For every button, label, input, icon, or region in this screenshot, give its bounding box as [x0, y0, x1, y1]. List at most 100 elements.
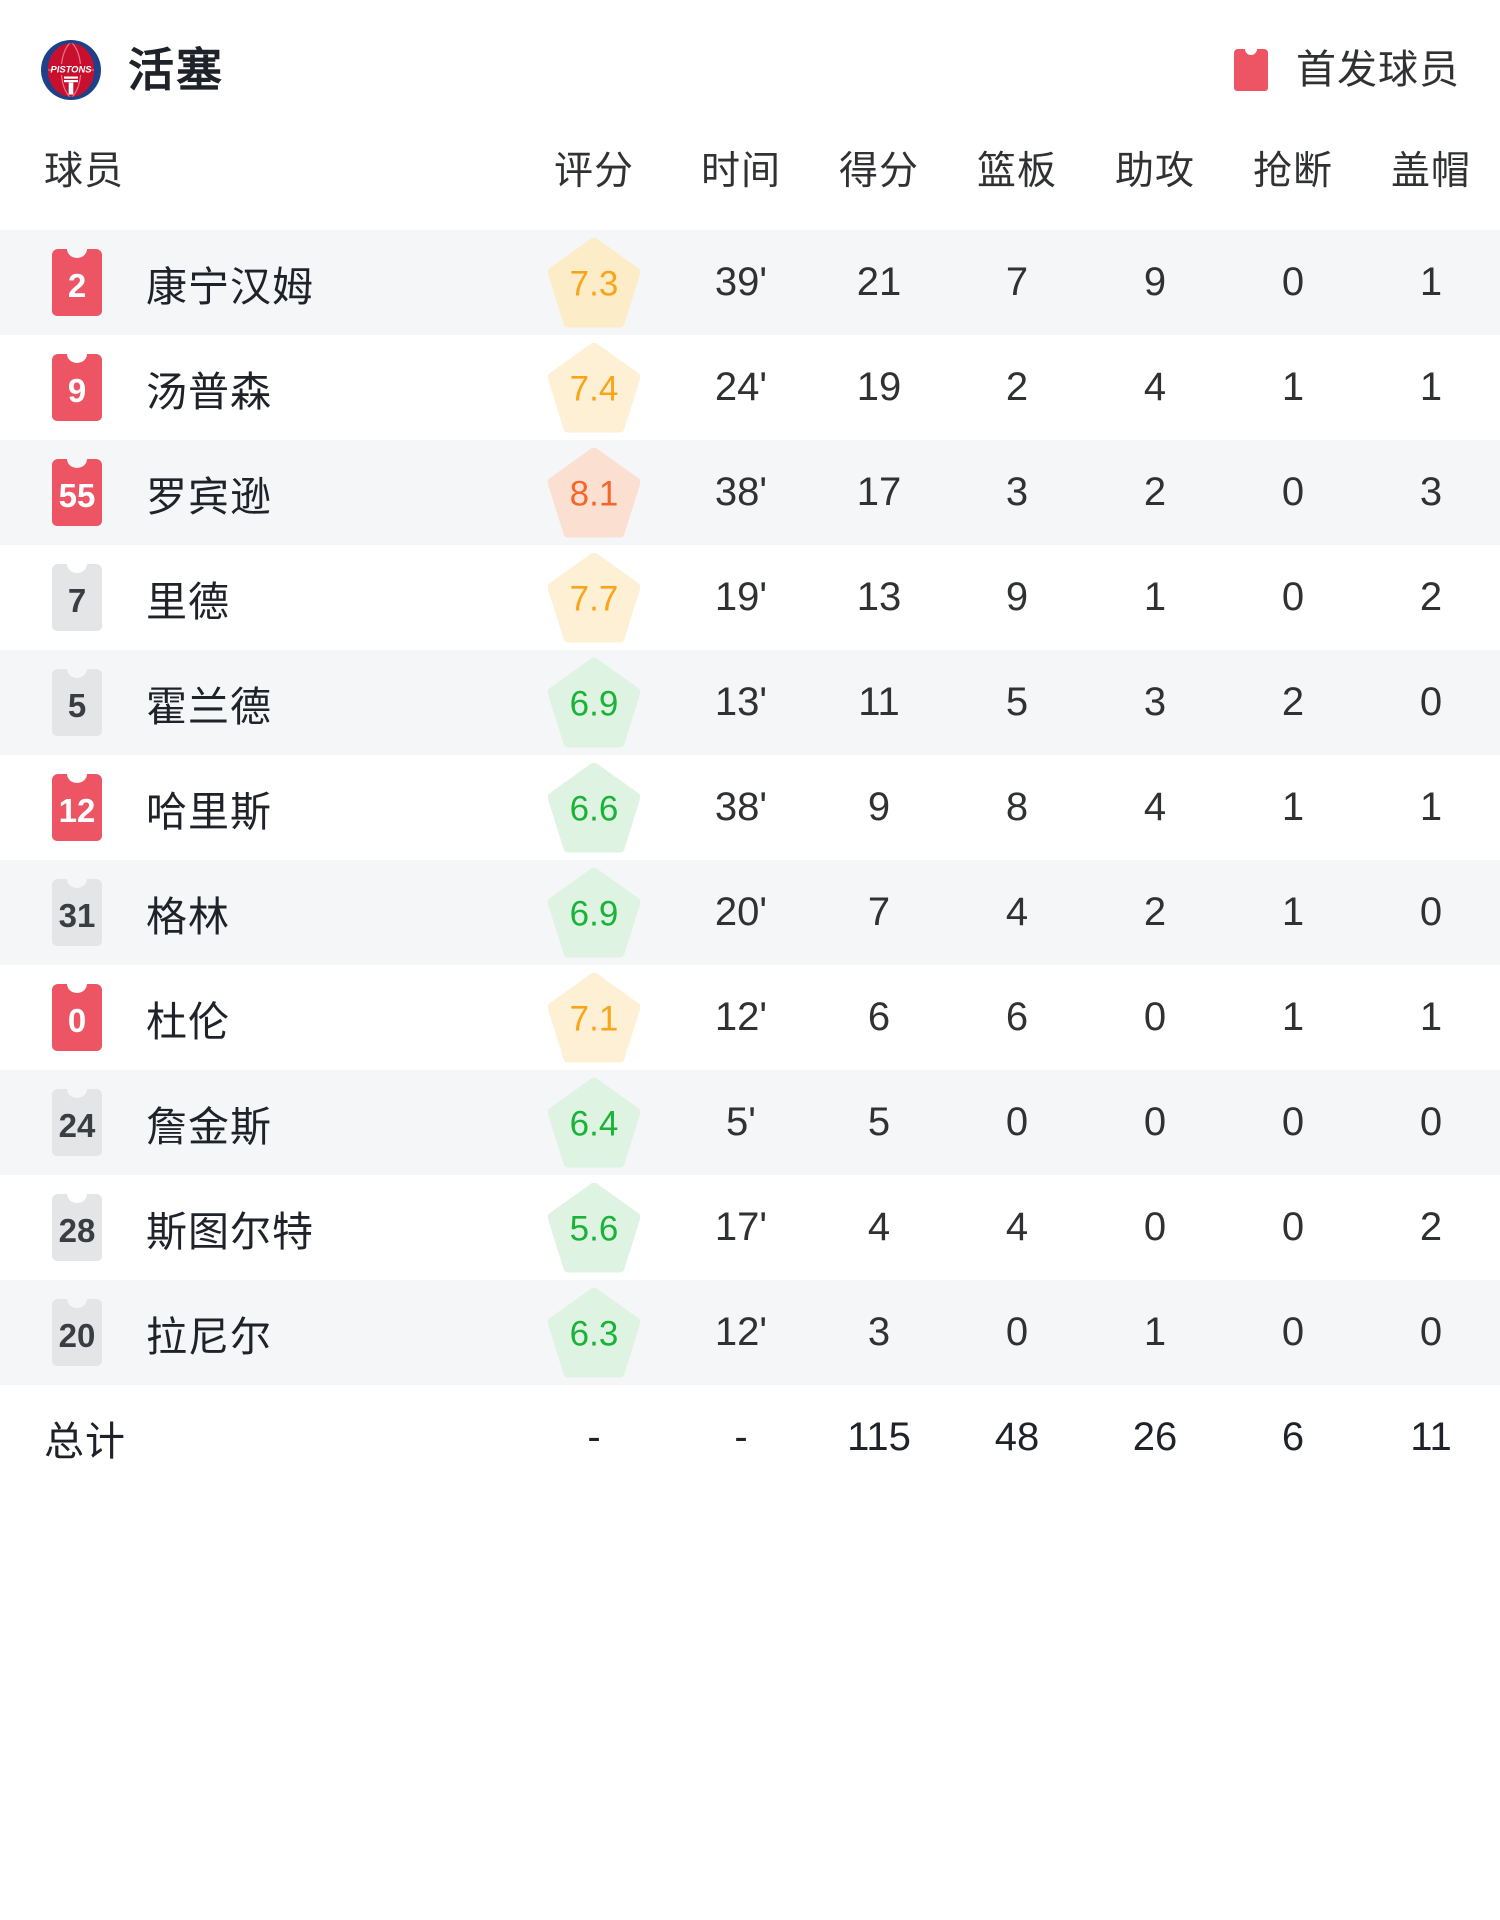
table-row[interactable]: 2 康宁汉姆 7.3 39' 21 7 9 0 1: [0, 230, 1500, 335]
rating-value: 6.4: [569, 1104, 619, 1144]
jersey-number: 9: [67, 371, 87, 409]
column-header-assists: 助攻: [1114, 150, 1195, 193]
rating-badge: 6.9: [548, 867, 640, 958]
starters-legend: 首发球员: [1228, 48, 1460, 92]
table-row[interactable]: 20 拉尼尔 6.3 12' 3 0 1 0 0: [0, 1280, 1500, 1385]
rebounds-cell: 2: [1005, 365, 1029, 409]
player-name: 哈里斯: [146, 788, 272, 835]
team-name: 活塞: [128, 44, 224, 96]
table-row[interactable]: 5 霍兰德 6.9 13' 11 5 3 2 0: [0, 650, 1500, 755]
table-row[interactable]: 55 罗宾逊 8.1 38' 17 3 2 0 3: [0, 440, 1500, 545]
minutes-cell: 24': [714, 365, 768, 409]
player-name: 斯图尔特: [146, 1208, 314, 1255]
rebounds-cell: 8: [1005, 785, 1029, 829]
minutes-cell: 20': [714, 890, 768, 934]
points-cell: 19: [856, 365, 902, 409]
player-cell[interactable]: 55 罗宾逊: [0, 440, 516, 545]
rating-value: 5.6: [569, 1209, 619, 1249]
steals-cell: 0: [1281, 470, 1305, 514]
points-cell: 5: [867, 1100, 891, 1144]
rating-badge: 6.6: [548, 762, 640, 853]
total-assists: 26: [1132, 1415, 1178, 1459]
rating-badge: 6.9: [548, 657, 640, 748]
jersey-number: 0: [67, 1001, 87, 1039]
player-name: 汤普森: [146, 368, 272, 415]
blocks-cell: 0: [1419, 890, 1443, 934]
steals-cell: 1: [1281, 890, 1305, 934]
rebounds-cell: 0: [1005, 1100, 1029, 1144]
player-cell[interactable]: 5 霍兰德: [0, 650, 516, 755]
jersey-number: 7: [67, 581, 87, 619]
table-row[interactable]: 7 里德 7.7 19' 13 9 1 0 2: [0, 545, 1500, 650]
steals-cell: 0: [1281, 1100, 1305, 1144]
table-row[interactable]: 28 斯图尔特 5.6 17' 4 4 0 0 2: [0, 1175, 1500, 1280]
player-cell[interactable]: 12 哈里斯: [0, 755, 516, 860]
rebounds-cell: 4: [1005, 890, 1029, 934]
rating-cell: 6.9: [516, 860, 672, 965]
rating-value: 6.6: [569, 789, 619, 829]
rating-value: 6.9: [569, 894, 619, 934]
minutes-cell: 5': [726, 1100, 756, 1144]
blocks-cell: 1: [1419, 995, 1443, 1039]
table-body: 2 康宁汉姆 7.3 39' 21 7 9 0 1 9 汤普森 7.4 24' 19 2 4 1 1 55 罗宾逊 8.…: [0, 230, 1500, 1490]
player-cell[interactable]: 7 里德: [0, 545, 516, 650]
blocks-cell: 0: [1419, 1310, 1443, 1354]
minutes-cell: 38': [714, 785, 768, 829]
jersey-icon: 28: [44, 1192, 110, 1264]
rating-cell: 7.7: [516, 545, 672, 650]
table-row[interactable]: 31 格林 6.9 20' 7 4 2 1 0: [0, 860, 1500, 965]
blocks-cell: 2: [1419, 575, 1443, 619]
table-row[interactable]: 24 詹金斯 6.4 5' 5 0 0 0 0: [0, 1070, 1500, 1175]
minutes-cell: 17': [714, 1205, 768, 1249]
blocks-cell: 1: [1419, 785, 1443, 829]
column-header-points: 得分: [838, 150, 919, 193]
player-cell[interactable]: 0 杜伦: [0, 965, 516, 1070]
column-header-blocks: 盖帽: [1390, 150, 1471, 193]
table-row[interactable]: 0 杜伦 7.1 12' 6 6 0 1 1: [0, 965, 1500, 1070]
svg-text:PISTONS: PISTONS: [51, 64, 93, 75]
rebounds-cell: 0: [1005, 1310, 1029, 1354]
player-cell[interactable]: 9 汤普森: [0, 335, 516, 440]
total-rating: -: [587, 1415, 601, 1459]
blocks-cell: 0: [1419, 1100, 1443, 1144]
player-cell[interactable]: 20 拉尼尔: [0, 1280, 516, 1385]
minutes-cell: 12': [714, 995, 768, 1039]
player-cell[interactable]: 28 斯图尔特: [0, 1175, 516, 1280]
player-name: 杜伦: [146, 998, 230, 1045]
rating-badge: 7.7: [548, 552, 640, 643]
team-header: PISTONS 活塞 首发球员: [0, 0, 1500, 140]
rating-cell: 6.3: [516, 1280, 672, 1385]
rebounds-cell: 7: [1005, 260, 1029, 304]
player-cell[interactable]: 24 詹金斯: [0, 1070, 516, 1175]
rating-cell: 7.1: [516, 965, 672, 1070]
rating-badge: 6.3: [548, 1287, 640, 1378]
points-cell: 17: [856, 470, 902, 514]
points-cell: 6: [867, 995, 891, 1039]
points-cell: 21: [856, 260, 902, 304]
player-cell[interactable]: 31 格林: [0, 860, 516, 965]
steals-cell: 1: [1281, 365, 1305, 409]
total-points: 115: [847, 1415, 911, 1459]
rating-cell: 7.3: [516, 230, 672, 335]
blocks-cell: 1: [1419, 260, 1443, 304]
minutes-cell: 12': [714, 1310, 768, 1354]
steals-cell: 1: [1281, 785, 1305, 829]
rating-value: 7.7: [569, 579, 619, 619]
table-row[interactable]: 9 汤普森 7.4 24' 19 2 4 1 1: [0, 335, 1500, 440]
steals-cell: 2: [1281, 680, 1305, 724]
rating-badge: 7.1: [548, 972, 640, 1063]
blocks-cell: 2: [1419, 1205, 1443, 1249]
player-name: 格林: [146, 893, 230, 940]
table-row[interactable]: 12 哈里斯 6.6 38' 9 8 4 1 1: [0, 755, 1500, 860]
total-label: 总计: [44, 1419, 126, 1464]
box-score-table: 球员 评分 时间 得分 篮板 助攻 抢断 盖帽 2 康宁汉姆 7.3 39' 21 7 9 0…: [0, 140, 1500, 1490]
player-cell[interactable]: 2 康宁汉姆: [0, 230, 516, 335]
rebounds-cell: 3: [1005, 470, 1029, 514]
jersey-icon: 0: [44, 982, 110, 1054]
assists-cell: 2: [1143, 470, 1167, 514]
assists-cell: 4: [1143, 365, 1167, 409]
jersey-number: 2: [67, 266, 87, 304]
assists-cell: 0: [1143, 995, 1167, 1039]
jersey-number: 12: [58, 791, 96, 829]
minutes-cell: 13': [714, 680, 768, 724]
